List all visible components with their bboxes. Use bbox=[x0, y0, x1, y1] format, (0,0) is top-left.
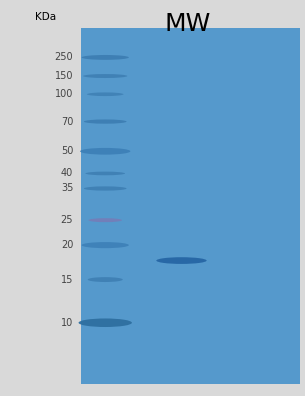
Text: 25: 25 bbox=[61, 215, 73, 225]
Text: KDa: KDa bbox=[35, 12, 56, 22]
Text: 10: 10 bbox=[61, 318, 73, 328]
Text: 250: 250 bbox=[55, 52, 73, 63]
Ellipse shape bbox=[156, 257, 207, 264]
Ellipse shape bbox=[84, 187, 127, 190]
Ellipse shape bbox=[81, 55, 129, 60]
Text: 40: 40 bbox=[61, 168, 73, 179]
Bar bbox=[81, 28, 300, 384]
Ellipse shape bbox=[85, 171, 125, 175]
Text: MW: MW bbox=[164, 12, 211, 36]
Ellipse shape bbox=[81, 242, 129, 248]
Ellipse shape bbox=[79, 318, 132, 327]
Text: 100: 100 bbox=[55, 89, 73, 99]
Text: 50: 50 bbox=[61, 146, 73, 156]
Text: 20: 20 bbox=[61, 240, 73, 250]
Ellipse shape bbox=[87, 92, 124, 96]
Text: 150: 150 bbox=[55, 71, 73, 81]
Ellipse shape bbox=[80, 148, 130, 154]
Ellipse shape bbox=[83, 74, 127, 78]
Text: 70: 70 bbox=[61, 116, 73, 127]
Ellipse shape bbox=[88, 277, 123, 282]
Ellipse shape bbox=[88, 218, 122, 222]
Text: 15: 15 bbox=[61, 274, 73, 285]
Ellipse shape bbox=[84, 120, 127, 124]
Text: 35: 35 bbox=[61, 183, 73, 194]
